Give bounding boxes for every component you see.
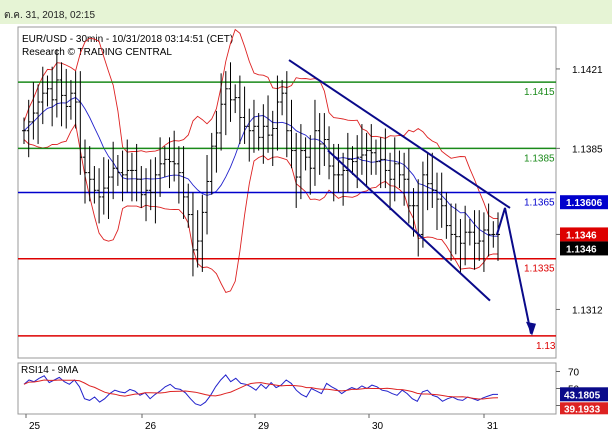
y-tick-label: 1.1421	[572, 65, 603, 76]
y-tick-label: 1.1312	[572, 305, 603, 316]
level-label: 1.1335	[524, 264, 555, 275]
rsi-line	[23, 374, 498, 407]
x-tick-label: 31	[487, 421, 499, 432]
rsi-value-tag-bg	[560, 387, 608, 402]
date-header: ต.ค. 31, 2018, 02:15	[0, 0, 612, 24]
x-tick-label: 29	[258, 421, 270, 432]
price-tag-bg	[560, 241, 608, 256]
channel-upper-line	[288, 59, 511, 209]
level-label: 1.1365	[524, 198, 555, 209]
channel-lower-line	[327, 149, 491, 302]
price-tag-label: 1.1346	[566, 244, 597, 255]
chart-title: EUR/USD - 30min - 10/31/2018 03:14:51 (C…	[22, 34, 233, 45]
rsi-panel-frame	[17, 362, 557, 415]
price-tag-bg	[560, 227, 608, 242]
price-tag-label: 1.13606	[566, 198, 603, 209]
rsi-value-tag: 43.1805	[564, 390, 601, 401]
rsi-ma-tag: 39.1933	[564, 404, 601, 415]
level-label: 1.1415	[524, 87, 555, 98]
moving-average	[23, 96, 498, 237]
rsi-tick-label: 70	[568, 368, 580, 379]
level-label: 1.1385	[524, 153, 555, 164]
projection-arrow	[496, 207, 532, 334]
level-label: 1.13	[536, 341, 556, 352]
y-tick-label: 1.1385	[572, 144, 603, 155]
price-tag-label: 1.1346	[566, 230, 597, 241]
lower-band	[23, 122, 498, 293]
x-tick-label: 25	[29, 421, 41, 432]
upper-band	[23, 28, 498, 219]
x-tick-label: 26	[145, 421, 157, 432]
rsi-ma-line	[23, 379, 499, 400]
rsi-label: RSI14 - 9MA	[21, 365, 79, 376]
rsi-ma-tag-bg	[560, 402, 608, 415]
chart-subtitle: Research © TRADING CENTRAL	[22, 47, 172, 58]
price-tag-bg	[560, 195, 608, 210]
x-tick-label: 30	[372, 421, 384, 432]
date-label: ต.ค. 31, 2018, 02:15	[4, 10, 96, 21]
arrow-head	[526, 321, 536, 336]
